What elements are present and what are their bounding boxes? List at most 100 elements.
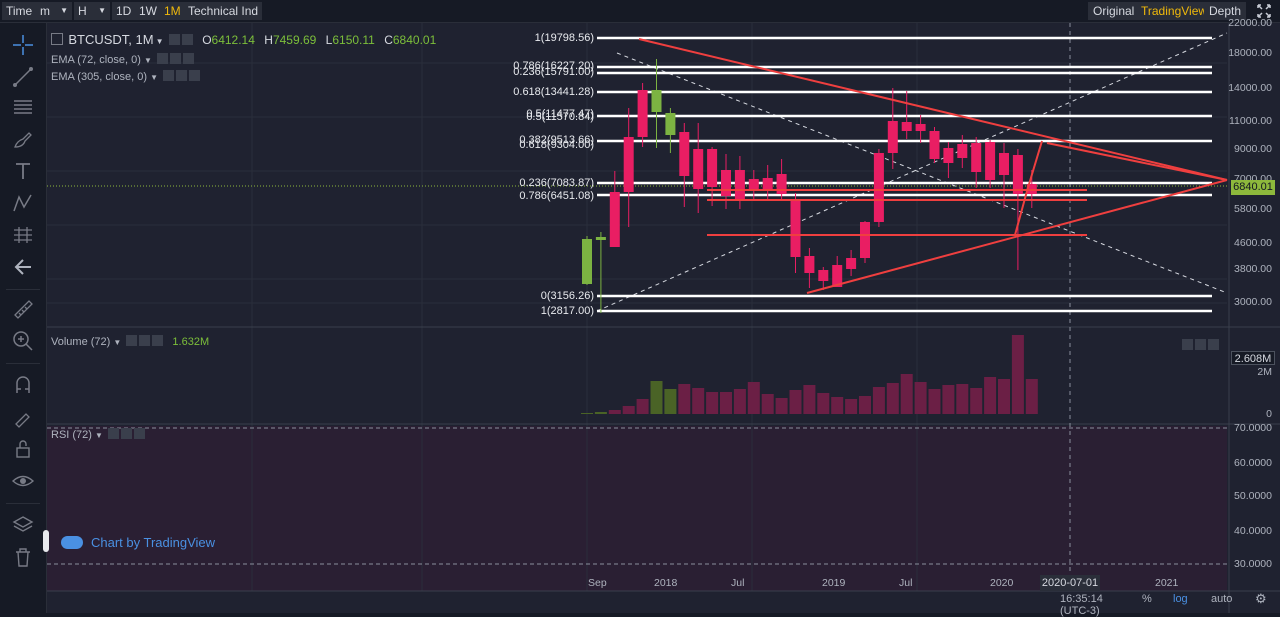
settings-icon[interactable]	[163, 70, 175, 81]
candlesticks	[582, 59, 1037, 313]
horizontal-lines-icon[interactable]	[11, 95, 35, 119]
settings-icon[interactable]	[168, 34, 180, 45]
text-icon[interactable]	[11, 159, 35, 183]
close-icon[interactable]	[152, 335, 164, 346]
fib-label: 0.382(9513.66)	[519, 134, 594, 146]
candle-body	[609, 192, 620, 247]
close-icon[interactable]	[134, 428, 146, 439]
candle-body	[651, 90, 662, 112]
ema2-legend[interactable]: EMA (305, close, 0) ▼	[51, 70, 201, 83]
chevron-down-icon[interactable]: ▼	[155, 37, 164, 46]
volume-bar	[636, 399, 649, 414]
time-tick: Jul	[731, 577, 745, 589]
interval-1w-button[interactable]: 1W	[135, 2, 161, 20]
tradingview-view-button[interactable]: TradingView	[1136, 2, 1213, 20]
pane-down-icon[interactable]	[1195, 339, 1206, 350]
settings-icon[interactable]	[126, 335, 138, 346]
volume-bar	[928, 389, 941, 414]
magnet-icon[interactable]	[11, 373, 35, 397]
hide-icon[interactable]	[181, 34, 193, 45]
lock-icon[interactable]	[11, 437, 35, 461]
price-tick: 14000.00	[1228, 82, 1272, 94]
candle-body	[776, 174, 787, 194]
hide-icon[interactable]	[139, 335, 151, 346]
time-tick: 2021	[1155, 577, 1179, 589]
close-icon[interactable]	[182, 53, 194, 64]
volume-legend[interactable]: Volume (72) ▼ 1.632M	[51, 335, 209, 348]
gear-icon[interactable]: ⚙	[1255, 591, 1267, 606]
trend-line-icon[interactable]	[11, 65, 35, 89]
fib-label: 0.786(16227.20)	[513, 60, 594, 72]
status-time: 16:35:14 (UTC-3)	[1060, 593, 1103, 617]
interval-1m-button[interactable]: 1M	[160, 2, 185, 20]
sidebar-collapse-handle[interactable]	[43, 530, 49, 552]
volume-tick: 0	[1266, 408, 1272, 420]
layers-icon[interactable]	[11, 513, 35, 537]
volume-bar	[789, 390, 802, 414]
hide-icon[interactable]	[121, 428, 133, 439]
log-toggle[interactable]: log	[1173, 593, 1188, 605]
tradingview-watermark[interactable]: Chart by TradingView	[61, 535, 215, 550]
auto-toggle[interactable]: auto	[1211, 593, 1233, 605]
interval-1d-button[interactable]: 1D	[112, 2, 136, 20]
trend-lines	[638, 38, 1228, 294]
pane-up-icon[interactable]	[1182, 339, 1193, 350]
close-icon[interactable]	[189, 70, 201, 81]
brush-icon[interactable]	[11, 127, 35, 151]
candle-body	[971, 143, 982, 172]
open-value: 6412.14	[211, 33, 255, 47]
time-tick: 2019	[822, 577, 846, 589]
arrow-left-icon[interactable]	[11, 255, 35, 279]
chevron-down-icon: ▼	[98, 6, 106, 15]
volume-bar	[914, 382, 927, 414]
top-toolbar: Time m ▼ H ▼ 1D 1W 1M Technical Ind Origin…	[0, 0, 1280, 23]
candle-body	[595, 237, 606, 240]
percent-toggle[interactable]: %	[1142, 593, 1152, 605]
technical-indicators-button[interactable]: Technical Ind	[184, 2, 263, 20]
trash-icon[interactable]	[11, 545, 35, 569]
candle-body	[665, 113, 676, 135]
hide-icon[interactable]	[176, 70, 188, 81]
volume-bar	[859, 396, 871, 414]
minute-dropdown[interactable]: m ▼	[36, 2, 72, 20]
candle-body	[1012, 155, 1023, 194]
fib-label: 0.5(11477.47)	[526, 108, 594, 120]
original-view-button[interactable]: Original	[1088, 2, 1140, 20]
volume-bars	[581, 335, 1038, 414]
crosshair-icon[interactable]	[11, 33, 35, 57]
volume-bar	[775, 398, 788, 414]
ema1-legend[interactable]: EMA (72, close, 0) ▼	[51, 53, 194, 66]
volume-bar	[706, 392, 719, 414]
chevron-down-icon: ▼	[95, 431, 103, 440]
time-button[interactable]: Time	[2, 2, 37, 20]
time-tick: Sep	[588, 577, 607, 589]
candle-body	[999, 153, 1009, 175]
pattern-icon[interactable]	[11, 191, 35, 215]
pencil-lock-icon[interactable]	[11, 405, 35, 429]
chart-canvas[interactable]	[47, 23, 1280, 613]
symbol-name[interactable]: BTCUSDT, 1M	[68, 32, 154, 47]
hour-dropdown[interactable]: H ▼	[74, 2, 110, 20]
chevron-down-icon: ▼	[150, 73, 158, 82]
prediction-icon[interactable]	[11, 223, 35, 247]
settings-icon[interactable]	[156, 53, 168, 64]
candle-body	[957, 144, 968, 158]
pane-close-icon[interactable]	[1208, 339, 1219, 350]
candle-body	[679, 132, 690, 176]
chart-area[interactable]: BTCUSDT, 1M ▼ O6412.14 H7459.69 L6150.11 …	[47, 17, 1280, 613]
ruler-icon[interactable]	[11, 297, 35, 321]
candle-body	[637, 90, 648, 137]
settings-icon[interactable]	[108, 428, 120, 439]
price-tick: 22000.00	[1228, 17, 1272, 29]
zoom-in-icon[interactable]	[11, 329, 35, 353]
candle-body	[790, 201, 801, 257]
volume-bar	[886, 383, 899, 414]
ema2-label: EMA (305, close, 0)	[51, 71, 147, 83]
candle-body	[762, 178, 773, 191]
depth-view-button[interactable]: Depth	[1204, 2, 1247, 20]
rsi-legend[interactable]: RSI (72) ▼	[51, 428, 146, 441]
eye-icon[interactable]	[11, 469, 35, 493]
candle-body	[873, 153, 884, 222]
hide-icon[interactable]	[169, 53, 181, 64]
fullscreen-icon[interactable]	[1256, 3, 1272, 19]
